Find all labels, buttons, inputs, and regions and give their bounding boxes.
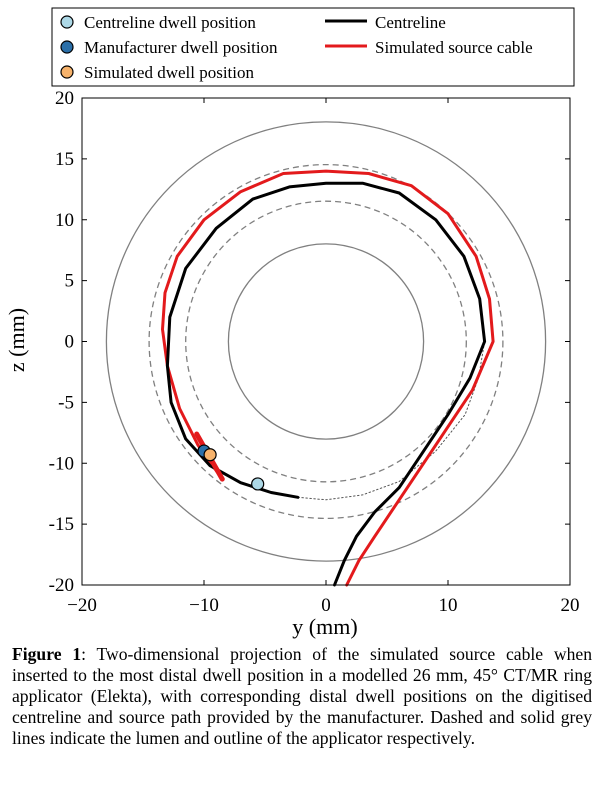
legend-marker xyxy=(60,40,74,54)
x-tick-label: −10 xyxy=(189,595,219,616)
x-axis-label: y (mm) xyxy=(292,614,357,639)
applicator-outline-circle xyxy=(227,243,425,440)
y-tick-label: 10 xyxy=(55,210,74,231)
y-tick-label: 20 xyxy=(55,88,74,109)
y-axis-label: z (mm) xyxy=(4,308,29,372)
y-tick-label: -5 xyxy=(58,392,74,413)
y-tick-label: -15 xyxy=(49,514,74,535)
lumen-end-dotted-line xyxy=(297,341,486,501)
legend-marker xyxy=(60,65,74,79)
legend-entry-label: Centreline xyxy=(375,13,446,32)
centreline-dwell-position-marker xyxy=(251,477,265,491)
centreline-line xyxy=(165,181,487,587)
legend: Centreline dwell position Manufacturer dw… xyxy=(51,7,575,87)
legend-entry-label: Manufacturer dwell position xyxy=(84,38,278,57)
legend-box xyxy=(51,7,575,87)
y-tick-label: -20 xyxy=(49,575,74,596)
legend-entry-label: Simulated source cable xyxy=(375,38,533,57)
axes: −20 −10 0 10 20 20 15 10 5 0 -5 -10 -15 -20 xyxy=(49,88,580,616)
legend-marker xyxy=(60,15,74,29)
y-tick-label: 15 xyxy=(55,149,74,170)
y-tick-label: 5 xyxy=(65,271,75,292)
x-tick-label: −20 xyxy=(67,595,97,616)
chart: Centreline dwell position Manufacturer dw… xyxy=(4,7,580,639)
y-tick-label: 0 xyxy=(65,332,75,353)
x-tick-label: 0 xyxy=(321,595,331,616)
x-tick-label: 20 xyxy=(561,595,580,616)
simulated-source-cable-line xyxy=(161,169,495,587)
figure-caption: Figure 1: Two-dimensional projection of … xyxy=(12,644,592,750)
simulated-dwell-position-marker xyxy=(203,448,217,462)
x-tick-label: 10 xyxy=(439,595,458,616)
legend-entry-label: Centreline dwell position xyxy=(84,13,256,32)
lumen-circle xyxy=(185,200,467,483)
y-tick-label: -10 xyxy=(49,453,74,474)
caption-label: Figure 1 xyxy=(12,644,82,664)
legend-entry-label: Simulated dwell position xyxy=(84,63,254,82)
lumen-circle xyxy=(148,163,504,520)
plot-area xyxy=(105,121,547,587)
caption-text: : Two-dimensional projection of the simu… xyxy=(12,644,592,749)
applicator-outline-circle xyxy=(105,121,547,562)
